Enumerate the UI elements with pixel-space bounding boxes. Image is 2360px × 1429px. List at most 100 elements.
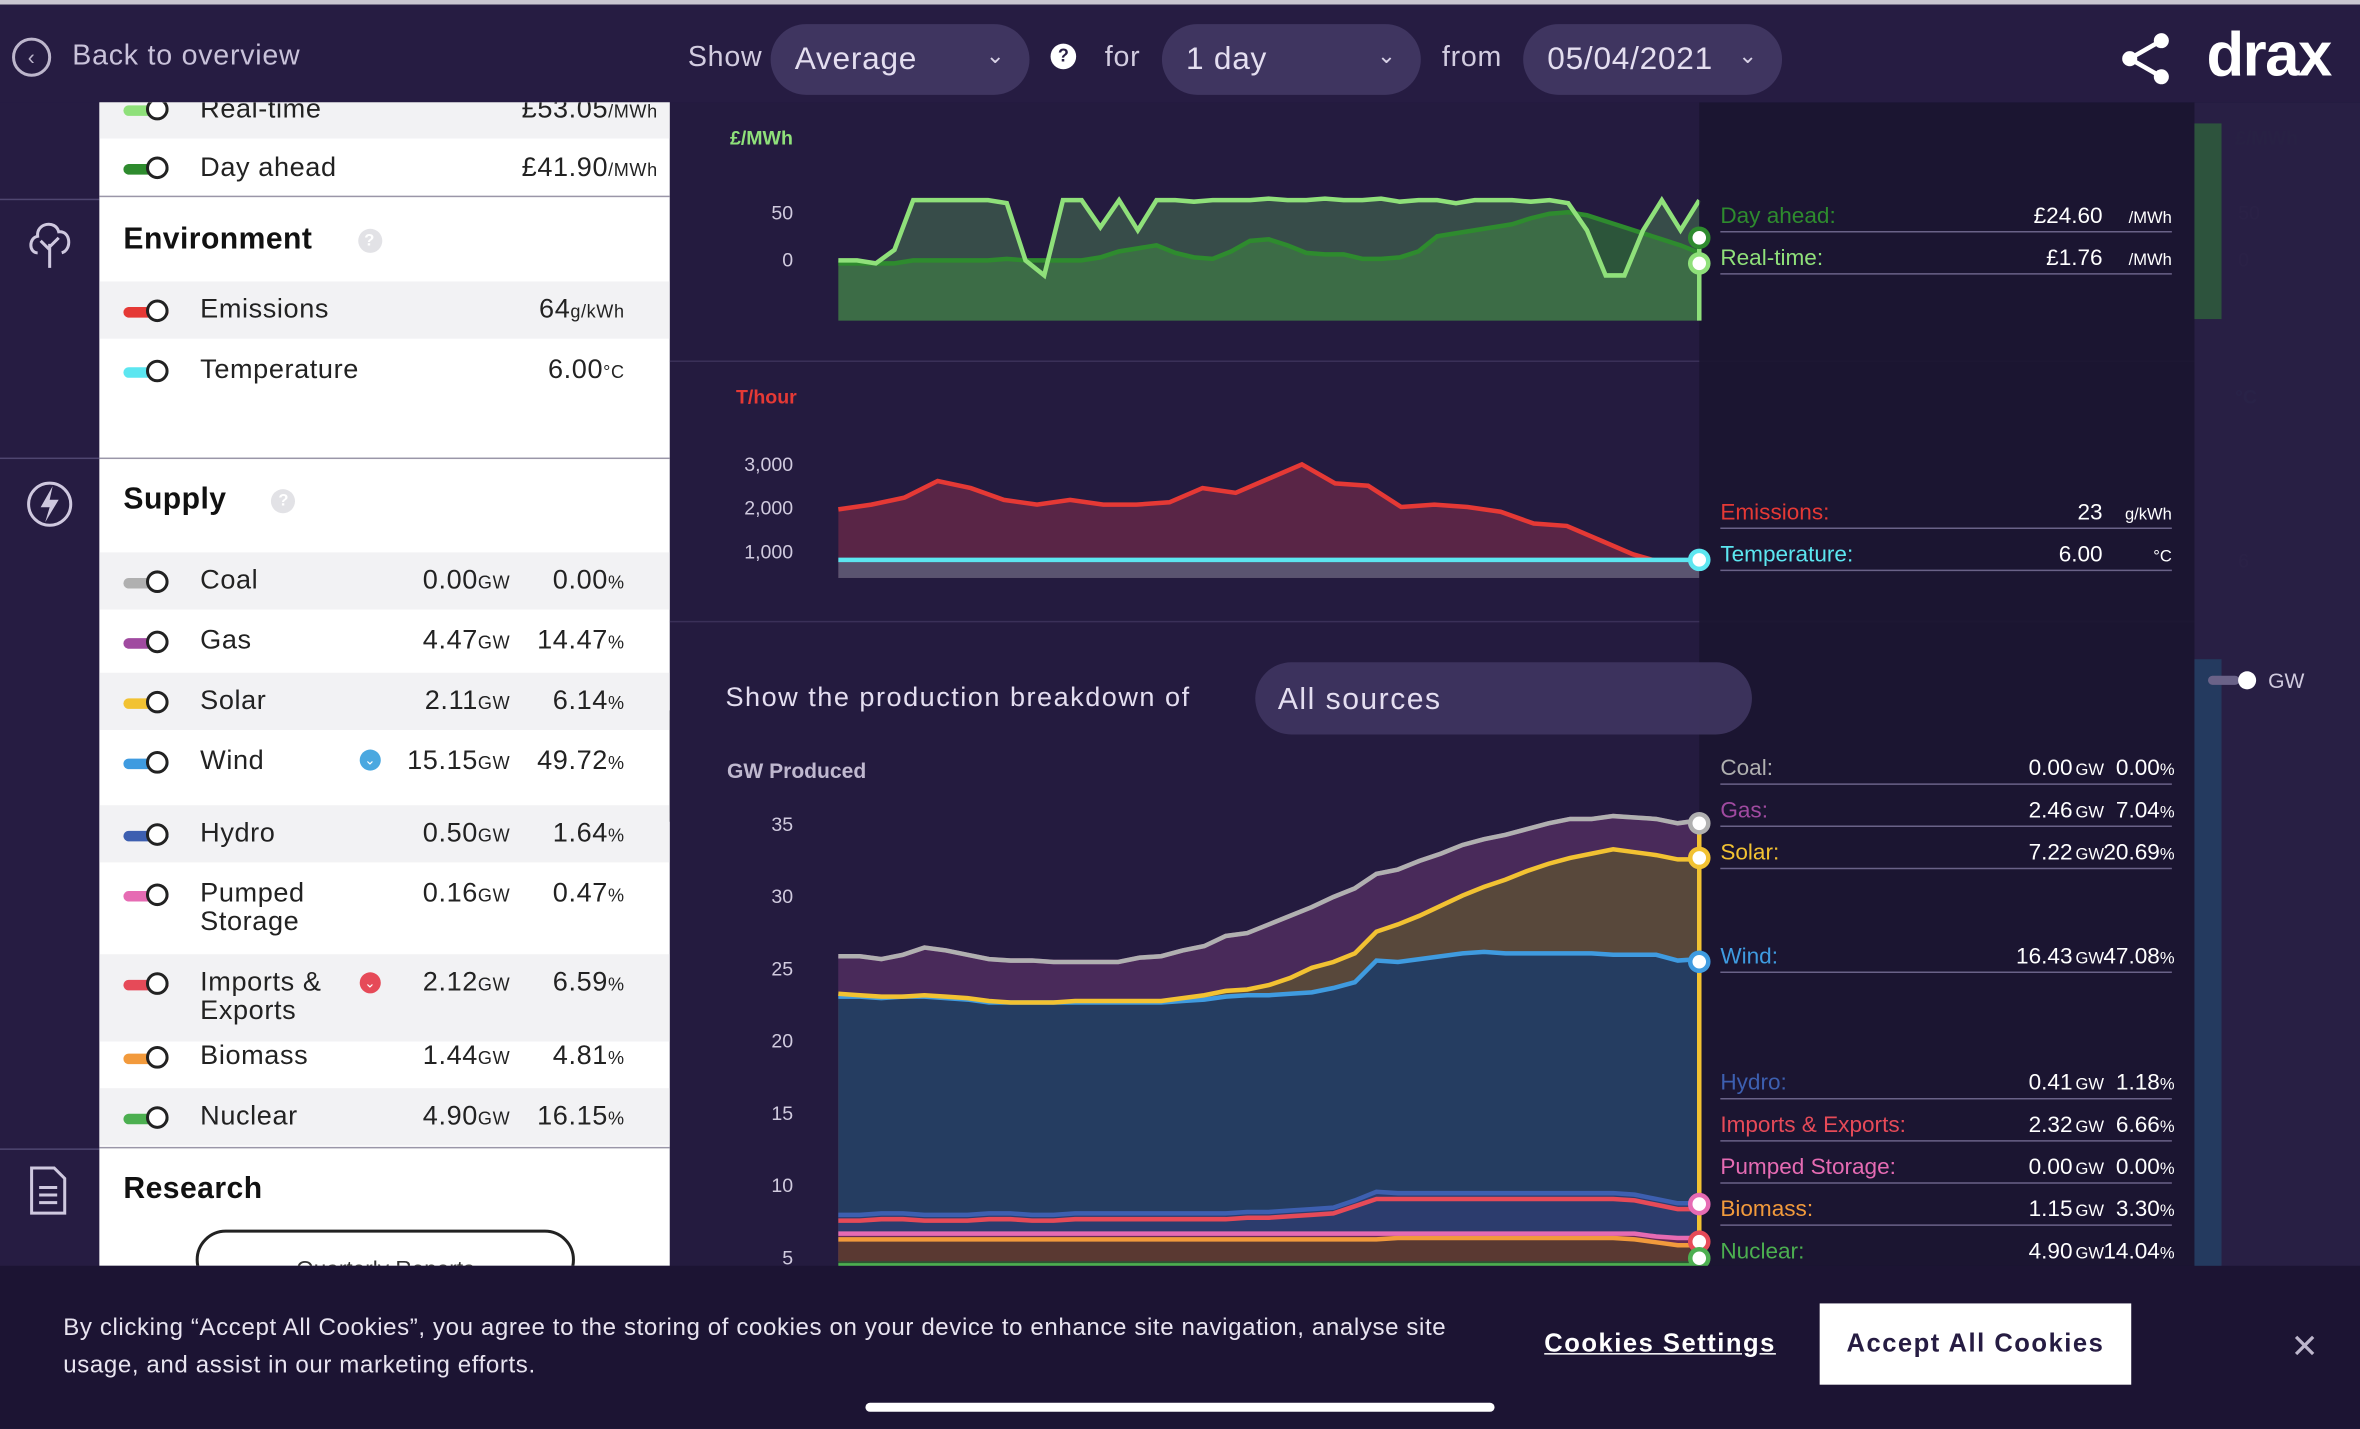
value-text: 64: [539, 293, 571, 324]
cursor-dot: [1687, 226, 1711, 250]
supply-gw: 1.44GW: [423, 1041, 511, 1074]
for-label: for: [1104, 42, 1141, 74]
quarterly-reports-button[interactable]: Quarterly Reports: [195, 1229, 575, 1266]
tip-source-gw: 2.46: [2029, 797, 2073, 822]
period-dropdown[interactable]: 1 day ⌄: [1161, 24, 1421, 95]
env-label: Emissions: [200, 293, 330, 324]
share-icon[interactable]: [2116, 29, 2176, 89]
chevron-down-icon[interactable]: ⌄: [359, 749, 381, 771]
gw-value: 0.16: [422, 877, 478, 908]
supply-toggle[interactable]: [123, 823, 171, 846]
chevron-down-icon[interactable]: ⌄: [359, 972, 381, 994]
supply-row: Gas 4.47GW 14.47%: [99, 613, 669, 670]
unit-text: /MWh: [608, 102, 658, 122]
tip-source-pct-unit: %: [2160, 948, 2175, 967]
question-icon[interactable]: ?: [1050, 43, 1077, 70]
toggle-knob: [145, 156, 169, 180]
supply-toggle[interactable]: [123, 690, 171, 714]
toggle-bar: [123, 307, 169, 318]
question-icon[interactable]: ?: [271, 488, 296, 513]
pct-value: 14.47: [537, 624, 608, 655]
env-value: 6.00°C: [547, 353, 625, 387]
supply-row: Nuclear 4.90GW 16.15%: [99, 1088, 670, 1146]
env-tick-3000: 3,000: [744, 454, 793, 476]
supply-toggle[interactable]: [123, 1046, 171, 1069]
period-value: 1 day: [1186, 42, 1268, 77]
section-icon-rail: [0, 102, 100, 1278]
dayahead-area: [838, 212, 1700, 321]
drax-logo[interactable]: drax: [2206, 19, 2332, 89]
tip-source-pct-unit: %: [2160, 802, 2175, 821]
emissions-toggle[interactable]: [123, 299, 171, 323]
gw-value: 4.90: [422, 1100, 478, 1131]
supply-row: Coal 0.00GW 0.00%: [99, 552, 670, 610]
tip-source-label: Solar:: [1720, 839, 1779, 864]
realtime-toggle[interactable]: [123, 102, 171, 121]
gw-value: 0.00: [422, 564, 478, 595]
right-edge-area: [2194, 123, 2222, 320]
toggle-bar: [123, 638, 169, 649]
pct-unit: %: [607, 824, 625, 846]
tree-icon[interactable]: [26, 214, 74, 274]
unit-toggle-knob[interactable]: [2238, 671, 2257, 690]
supply-label: Hydro: [200, 817, 276, 848]
tip-source-label: Pumped Storage:: [1720, 1154, 1896, 1179]
supply-pct: 0.47%: [553, 878, 625, 911]
lightning-icon[interactable]: [26, 479, 74, 530]
breakdown-select[interactable]: [1255, 662, 1752, 735]
side-panel: Real-time £53.05/MWh Day ahead £41.90/MWh …: [99, 102, 670, 1266]
toggle-knob: [145, 690, 169, 714]
date-dropdown[interactable]: 05/04/2021 ⌄: [1523, 24, 1783, 95]
close-icon[interactable]: ✕: [2290, 1327, 2319, 1366]
toggle-bar: [123, 1113, 169, 1125]
tip-source-pct: 20.69: [2103, 839, 2159, 864]
market-label: Real-time: [200, 102, 322, 124]
line-biomass: [838, 1235, 1700, 1248]
gw-value: 2.12: [422, 966, 478, 997]
tip-realtime-label: Real-time:: [1720, 245, 1823, 270]
emissions-line: [838, 461, 1700, 571]
charts-svg: £/MWh£/MWh500500T/hour°C3,0002,0001,0006…: [669, 102, 2360, 1278]
question-icon[interactable]: ?: [357, 228, 382, 253]
tip-emissions-value: 23: [2078, 499, 2103, 524]
temperature-toggle[interactable]: [123, 359, 171, 383]
gw-unit: GW: [477, 824, 511, 846]
supply-gw: 2.12GW: [422, 966, 511, 1000]
tip-source-pct: 14.04: [2103, 1238, 2159, 1263]
back-to-overview-link[interactable]: ‹ Back to overview: [12, 37, 300, 77]
breakdown-select-value: All sources: [1278, 683, 1442, 716]
right-panel-overlay: [2194, 102, 2360, 1278]
tip-source-gw: 0.00: [2029, 1154, 2073, 1179]
gw-value: 2.11: [424, 684, 478, 715]
pct-unit: %: [607, 1047, 625, 1069]
supply-pct: 6.59%: [553, 967, 625, 1000]
toggle-bar: [123, 164, 169, 175]
value-text: 6.00: [547, 353, 604, 384]
supply-toggle[interactable]: [123, 1106, 171, 1129]
show-dropdown[interactable]: Average ⌄: [770, 24, 1030, 95]
supply-toggle[interactable]: [123, 751, 171, 774]
supply-toggle[interactable]: [123, 883, 171, 907]
supply-pct: 1.64%: [553, 818, 625, 851]
tip-dayahead-label: Day ahead:: [1720, 203, 1835, 228]
pct-unit: %: [607, 632, 625, 654]
breakdown-tick: 10: [771, 1175, 793, 1197]
gw-unit: GW: [477, 1047, 511, 1069]
supply-pct: 0.00%: [553, 565, 625, 598]
cookies-settings-button[interactable]: Cookies Settings: [1544, 1329, 1776, 1358]
env-row-emissions: Emissions 64g/kWh: [99, 281, 670, 339]
dayahead-toggle[interactable]: [123, 156, 171, 180]
supply-toggle[interactable]: [123, 972, 171, 995]
document-icon[interactable]: [26, 1165, 71, 1216]
env-tick-1000: 1,000: [744, 541, 793, 563]
section-divider: [99, 1146, 670, 1149]
breakdown-ylabel: GW Produced: [727, 760, 866, 783]
supply-gw: 0.50GW: [423, 818, 511, 851]
accept-all-cookies-button[interactable]: Accept All Cookies: [1819, 1303, 2132, 1385]
supply-toggle[interactable]: [123, 570, 171, 594]
supply-toggle[interactable]: [123, 630, 171, 654]
tip-realtime-unit: /MWh: [2129, 250, 2172, 269]
gw-unit: GW: [477, 973, 511, 995]
rail-divider: [0, 1148, 100, 1150]
chevron-down-icon: ⌄: [1738, 43, 1758, 70]
